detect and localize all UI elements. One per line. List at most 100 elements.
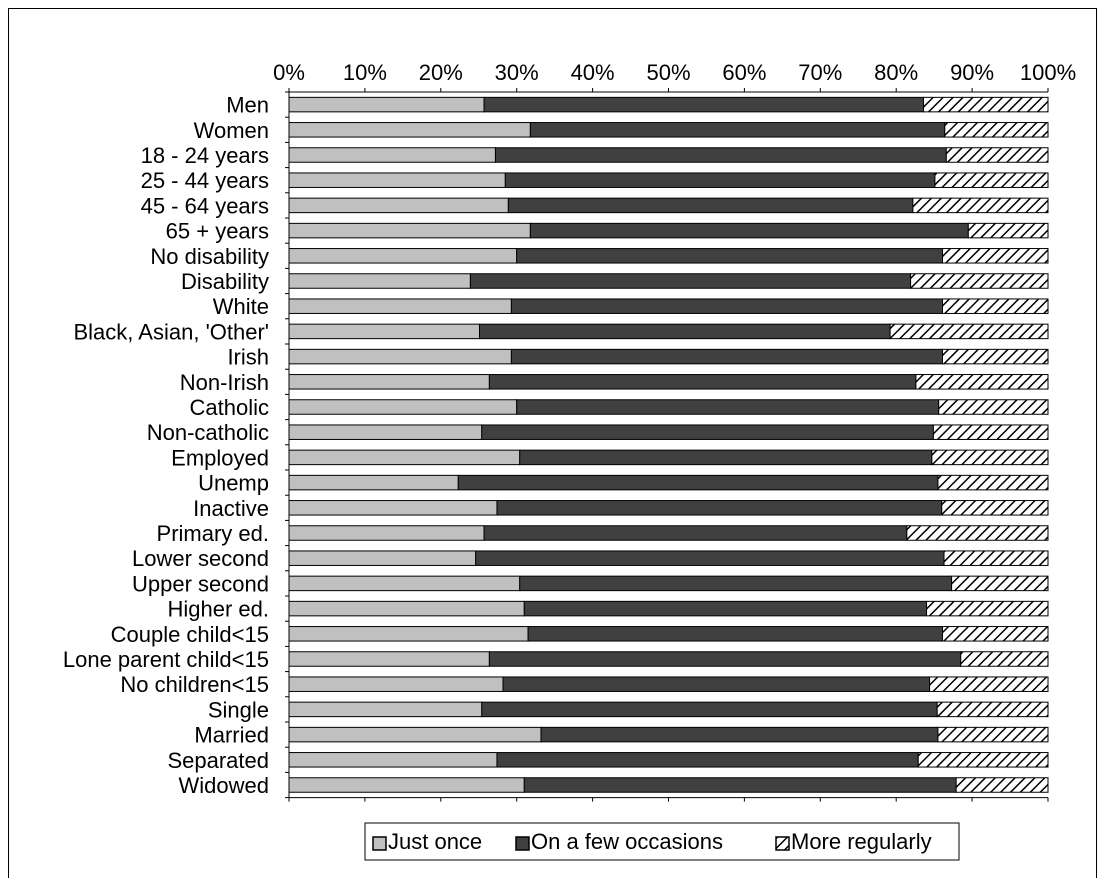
bar-more-regularly-2 xyxy=(945,147,1049,163)
bar-just-once-19 xyxy=(288,575,521,592)
legend-label: On a few occasions xyxy=(531,829,723,854)
legend-label: More regularly xyxy=(791,829,932,854)
bar-on-a-few-occasions-6 xyxy=(516,248,943,264)
category-label: Lone parent child<15 xyxy=(63,647,269,672)
category-label: 25 - 44 years xyxy=(141,168,269,193)
bar-on-a-few-occasions-1 xyxy=(529,122,946,138)
category-label: Disability xyxy=(181,269,269,294)
bar-more-regularly-22 xyxy=(960,651,1049,667)
bar-just-once-1 xyxy=(288,122,531,138)
bar-more-regularly-12 xyxy=(938,399,1049,415)
x-tick-label: 80% xyxy=(874,60,918,85)
category-label: 65 + years xyxy=(166,219,269,244)
bar-just-once-6 xyxy=(288,248,518,264)
bar-on-a-few-occasions-22 xyxy=(488,651,962,667)
bar-just-once-25 xyxy=(288,726,542,743)
bar-just-once-9 xyxy=(288,323,481,340)
bar-on-a-few-occasions-11 xyxy=(488,374,917,390)
bar-on-a-few-occasions-27 xyxy=(523,777,957,793)
bar-just-once-5 xyxy=(288,222,531,239)
bar-more-regularly-1 xyxy=(944,122,1049,138)
legend-box xyxy=(364,822,960,861)
legend-swatch-just-once xyxy=(372,836,387,851)
category-label: Irish xyxy=(227,345,269,370)
axis-layer: 0% 10% 20% 30% 40% 50% 60% 70% 80% 90% 100% xyxy=(273,60,1076,802)
bar-just-once-22 xyxy=(288,651,490,667)
legend-label: Just once xyxy=(388,829,482,854)
bar-on-a-few-occasions-26 xyxy=(496,752,919,768)
category-label: Separated xyxy=(167,748,269,773)
x-tick-label: 30% xyxy=(495,60,539,85)
bar-on-a-few-occasions-18 xyxy=(475,550,945,566)
bar-more-regularly-15 xyxy=(937,474,1049,491)
category-label: Men xyxy=(226,93,269,118)
bar-just-once-0 xyxy=(288,96,485,113)
category-label: Employed xyxy=(171,445,269,470)
bar-more-regularly-13 xyxy=(932,424,1049,440)
bar-on-a-few-occasions-3 xyxy=(504,172,936,188)
bar-just-once-18 xyxy=(288,550,477,566)
category-label: 18 - 24 years xyxy=(141,143,269,168)
bar-more-regularly-3 xyxy=(934,172,1049,188)
bar-on-a-few-occasions-23 xyxy=(502,676,931,692)
bar-on-a-few-occasions-16 xyxy=(496,500,943,516)
bar-on-a-few-occasions-2 xyxy=(494,147,947,163)
legend: Just once On a few occasions More regularl… xyxy=(364,822,960,861)
bar-more-regularly-4 xyxy=(912,197,1049,214)
bar-on-a-few-occasions-13 xyxy=(481,424,934,440)
category-label: Primary ed. xyxy=(157,521,269,546)
bar-more-regularly-17 xyxy=(906,525,1049,541)
category-label: White xyxy=(213,294,269,319)
bar-more-regularly-10 xyxy=(941,348,1049,365)
category-label: Non-Irish xyxy=(180,370,269,395)
bar-just-once-3 xyxy=(288,172,506,188)
x-tick-label: 70% xyxy=(798,60,842,85)
x-tick-label: 100% xyxy=(1020,60,1076,85)
category-label: Married xyxy=(194,723,269,748)
bar-more-regularly-26 xyxy=(917,752,1049,768)
bar-on-a-few-occasions-0 xyxy=(483,96,925,113)
bar-more-regularly-23 xyxy=(929,676,1049,692)
x-tick-label: 90% xyxy=(950,60,994,85)
category-label: Widowed xyxy=(179,773,269,798)
bar-more-regularly-5 xyxy=(967,222,1049,239)
bar-just-once-14 xyxy=(288,449,521,466)
bar-just-once-8 xyxy=(288,298,512,314)
bar-more-regularly-14 xyxy=(931,449,1049,466)
bar-just-once-24 xyxy=(288,701,483,718)
bar-on-a-few-occasions-7 xyxy=(469,273,912,289)
bar-more-regularly-7 xyxy=(910,273,1049,289)
x-tick-label: 10% xyxy=(343,60,387,85)
bar-more-regularly-27 xyxy=(955,777,1049,793)
bar-on-a-few-occasions-17 xyxy=(483,525,908,541)
legend-swatch-more-regularly xyxy=(775,836,790,851)
bar-just-once-10 xyxy=(288,348,512,365)
bar-more-regularly-20 xyxy=(926,600,1049,617)
bar-on-a-few-occasions-15 xyxy=(457,474,939,491)
bar-just-once-15 xyxy=(288,474,459,491)
bar-on-a-few-occasions-4 xyxy=(507,197,914,214)
category-label: Women xyxy=(194,118,269,143)
bar-just-once-13 xyxy=(288,424,483,440)
bar-on-a-few-occasions-8 xyxy=(510,298,943,314)
bar-on-a-few-occasions-25 xyxy=(540,726,939,743)
bar-on-a-few-occasions-12 xyxy=(516,399,940,415)
bar-just-once-26 xyxy=(288,752,498,768)
bar-on-a-few-occasions-14 xyxy=(519,449,933,466)
bar-more-regularly-6 xyxy=(941,248,1049,264)
bar-just-once-27 xyxy=(288,777,525,793)
bar-more-regularly-18 xyxy=(943,550,1049,566)
category-label: No children<15 xyxy=(120,672,269,697)
category-label: No disability xyxy=(150,244,269,269)
bar-on-a-few-occasions-20 xyxy=(523,600,928,617)
chart-frame xyxy=(8,8,1097,878)
category-label: Catholic xyxy=(190,395,269,420)
bar-on-a-few-occasions-19 xyxy=(519,575,953,592)
bar-on-a-few-occasions-21 xyxy=(527,626,943,642)
bar-more-regularly-11 xyxy=(915,374,1049,390)
bar-more-regularly-9 xyxy=(889,323,1049,340)
bar-on-a-few-occasions-5 xyxy=(529,222,969,239)
bar-just-once-2 xyxy=(288,147,496,163)
bar-just-once-7 xyxy=(288,273,471,289)
